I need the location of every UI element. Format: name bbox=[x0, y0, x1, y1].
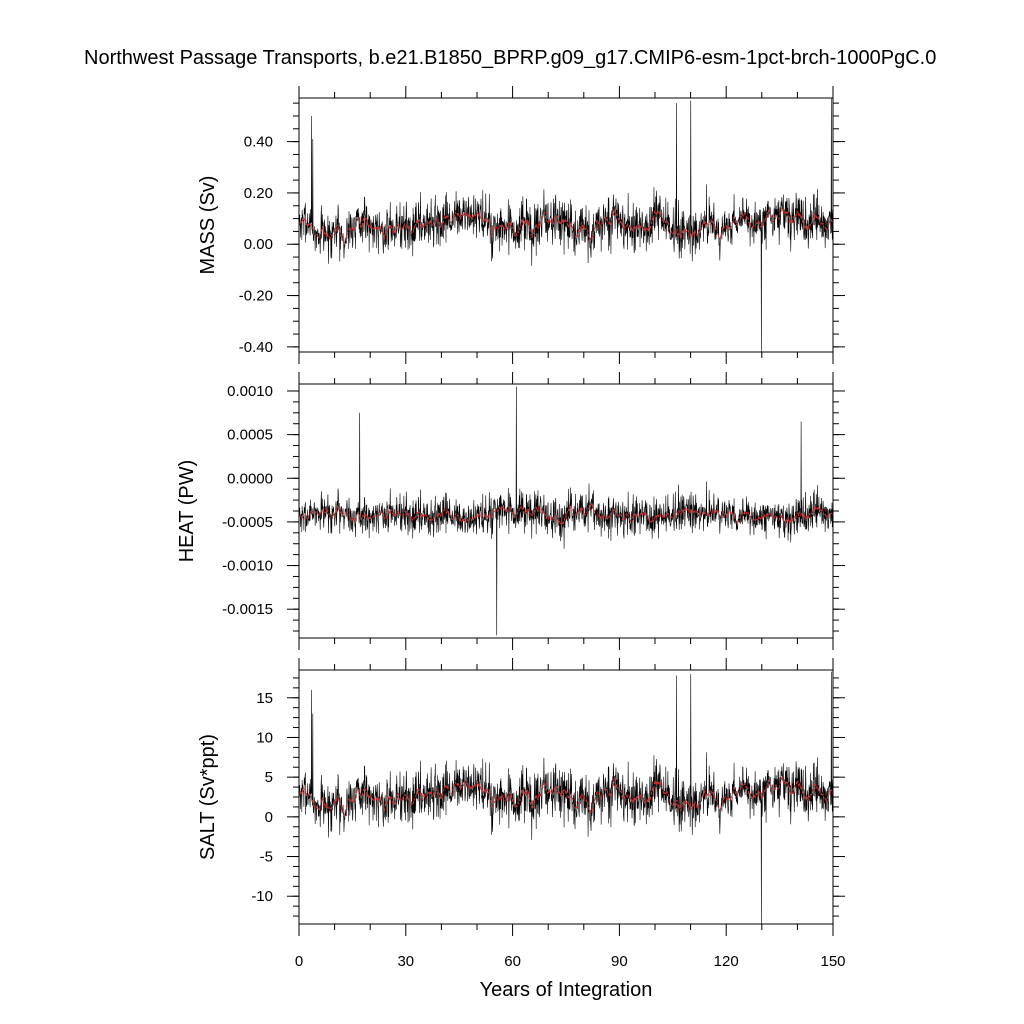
salt-y-axis-label: SALT (Sv*ppt) bbox=[197, 734, 219, 860]
panel-salt: -10 -5 0 5 10 15 SALT (Sv*ppt) bbox=[197, 658, 845, 936]
mass-ytick-label: 0.40 bbox=[244, 134, 273, 151]
salt-ytick-label: 15 bbox=[256, 690, 273, 707]
mass-y-axis-label: MASS (Sv) bbox=[197, 176, 219, 275]
x-tick-label: 0 bbox=[295, 953, 303, 970]
salt-ytick-label: -5 bbox=[260, 849, 273, 866]
heat-raw-series-line bbox=[298, 386, 834, 636]
mass-plot-frame bbox=[298, 97, 834, 353]
heat-smoothed-series-line bbox=[298, 502, 834, 526]
mass-ytick-label: 0.20 bbox=[244, 185, 273, 202]
x-tick-label: 60 bbox=[504, 953, 521, 970]
salt-ytick-label: 10 bbox=[256, 729, 273, 746]
figure-title: Northwest Passage Transports, b.e21.B185… bbox=[84, 47, 937, 69]
heat-y-axis-label: HEAT (PW) bbox=[176, 460, 198, 563]
heat-ytick-label: -0.0005 bbox=[222, 514, 273, 531]
mass-raw-series-line bbox=[298, 97, 834, 353]
x-tick-label: 30 bbox=[397, 953, 414, 970]
panel-heat: -0.0015 -0.0010 -0.0005 0.0000 0.0005 0.0010 H… bbox=[176, 372, 845, 650]
mass-smoothed-series-line bbox=[298, 206, 834, 244]
salt-ytick-label: -10 bbox=[251, 888, 273, 905]
salt-ytick-label: 0 bbox=[265, 809, 273, 826]
salt-smoothed-series-line bbox=[298, 775, 834, 817]
mass-ytick-label: -0.20 bbox=[239, 288, 273, 305]
x-tick-labels: 0 30 60 90 120 150 bbox=[295, 953, 846, 970]
x-axis-label: Years of Integration bbox=[480, 979, 653, 1001]
heat-ytick-label: 0.0010 bbox=[227, 383, 273, 400]
heat-ytick-label: -0.0015 bbox=[222, 601, 273, 618]
heat-ytick-label: 0.0000 bbox=[227, 470, 273, 487]
x-tick-label: 90 bbox=[611, 953, 628, 970]
x-tick-label: 120 bbox=[714, 953, 739, 970]
mass-ytick-label: 0.00 bbox=[244, 236, 273, 253]
salt-raw-series-line bbox=[298, 671, 834, 925]
heat-ytick-label: -0.0010 bbox=[222, 558, 273, 575]
heat-ytick-label: 0.0005 bbox=[227, 427, 273, 444]
mass-ytick-label: -0.40 bbox=[239, 339, 273, 356]
salt-ytick-label: 5 bbox=[265, 769, 273, 786]
panel-mass: -0.40 -0.20 0.00 0.20 0.40 MASS (Sv) bbox=[197, 86, 845, 364]
x-tick-label: 150 bbox=[820, 953, 845, 970]
